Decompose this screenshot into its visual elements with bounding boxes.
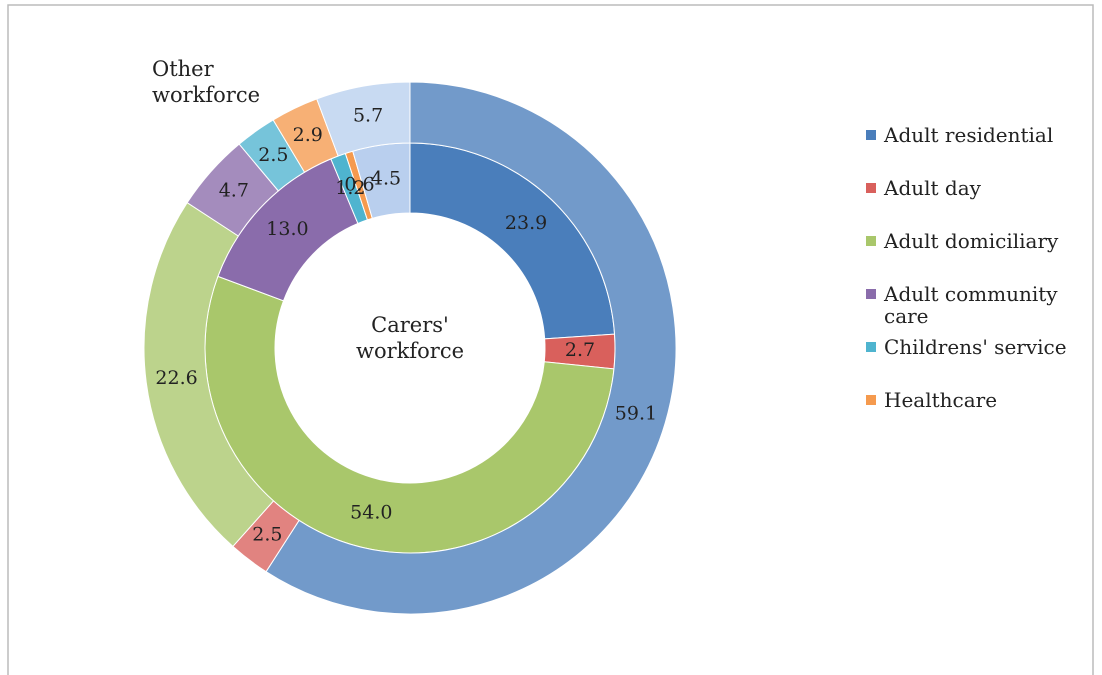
legend-swatch — [866, 183, 876, 193]
data-label: 2.5 — [258, 144, 288, 166]
donut-slice — [265, 81, 677, 615]
inner-ring-label: Carers' workforce — [355, 313, 465, 363]
data-label: 2.5 — [252, 523, 282, 545]
legend-item: Adult domiciliary — [866, 230, 1086, 252]
legend-item: Adult day — [866, 177, 1086, 199]
legend-item: Healthcare — [866, 389, 1086, 411]
data-label: 13.0 — [266, 218, 308, 240]
legend-swatch — [866, 289, 876, 299]
legend-swatch — [866, 130, 876, 140]
outer-ring-label: Other workforce — [152, 57, 261, 107]
data-label: 59.1 — [615, 402, 657, 424]
legend-swatch — [866, 342, 876, 352]
frame — [7, 4, 1094, 675]
data-label: 4.7 — [219, 180, 249, 202]
legend-label: Adult day — [884, 176, 981, 200]
legend-label: Adult community care — [884, 282, 1058, 328]
data-label: 23.9 — [505, 212, 547, 234]
legend-swatch — [866, 236, 876, 246]
legend-label: Adult residential — [884, 123, 1054, 147]
legend-swatch — [866, 395, 876, 405]
data-label: 4.5 — [371, 168, 401, 190]
data-label: 1.2 — [335, 177, 365, 199]
legend-label: Healthcare — [884, 388, 998, 412]
legend-item: Childrens' service — [866, 336, 1086, 358]
data-label: 0.6 — [344, 174, 374, 196]
legend-label: Adult domiciliary — [884, 229, 1059, 253]
legend-item: Adult residential — [866, 124, 1086, 146]
data-label: 22.6 — [155, 367, 197, 389]
donut-slice — [316, 81, 411, 157]
data-label: 2.7 — [565, 339, 595, 361]
data-label: 54.0 — [350, 502, 392, 524]
data-label: 2.9 — [293, 124, 323, 146]
legend-label: Childrens' service — [884, 335, 1067, 359]
legend-item: Adult community care — [866, 283, 1086, 327]
data-label: 5.7 — [353, 104, 383, 126]
